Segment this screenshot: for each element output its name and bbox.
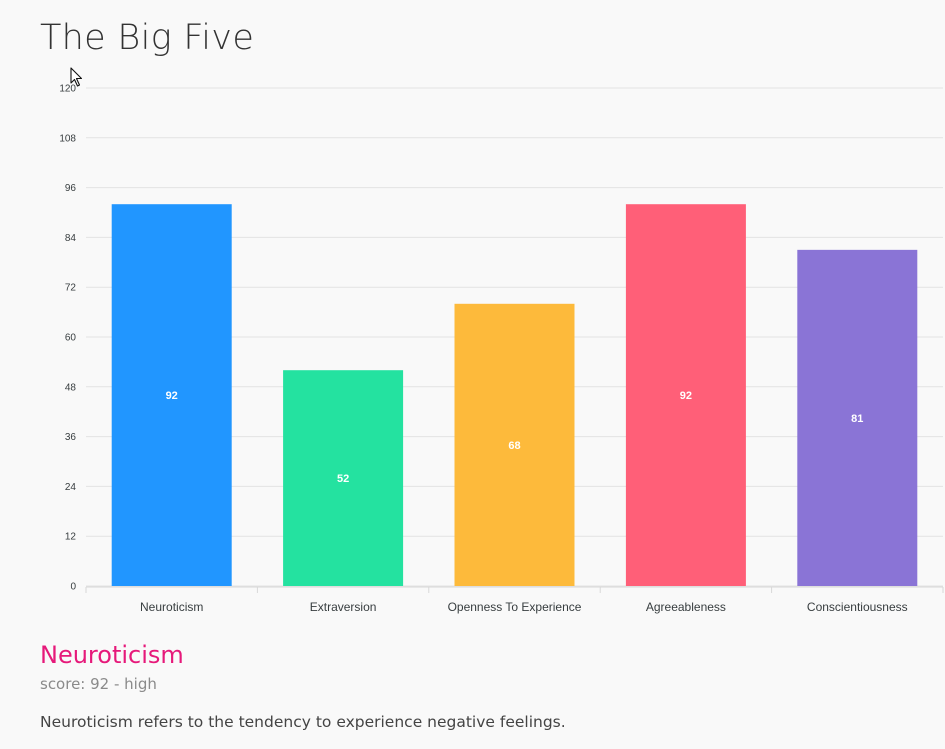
x-axis-tick-labels: Neuroticism Extraversion Openness To Exper… (140, 600, 908, 614)
y-axis-tick-labels: 0 12 24 36 48 60 72 84 96 108 120 (59, 84, 76, 593)
selected-trait-title: Neuroticism (40, 641, 184, 669)
x-tick-label: Openness To Experience (448, 600, 582, 614)
y-tick-label: 48 (65, 382, 77, 393)
x-tick-label: Extraversion (310, 600, 377, 614)
selected-trait-score: score: 92 - high (40, 675, 157, 693)
x-tick-label: Agreeableness (646, 600, 726, 614)
x-tick-label: Neuroticism (140, 600, 203, 614)
selected-trait-description: Neuroticism refers to the tendency to ex… (40, 713, 566, 731)
bar-extraversion[interactable] (283, 370, 404, 586)
x-tick-label: Conscientiousness (807, 600, 908, 614)
mouse-cursor-icon (70, 67, 83, 87)
bar-conscientiousness[interactable] (797, 249, 918, 586)
bar-agreeableness[interactable] (625, 204, 746, 586)
y-tick-label: 36 (65, 432, 77, 443)
bar-value-label: 52 (337, 473, 349, 485)
y-tick-label: 120 (59, 84, 76, 95)
y-tick-label: 72 (65, 283, 77, 294)
y-tick-label: 0 (70, 582, 76, 593)
y-tick-label: 96 (65, 183, 77, 194)
y-tick-label: 12 (65, 532, 77, 543)
big-five-bar-chart: 0 12 24 36 48 60 72 84 96 108 120 92 52 68 92 81 Neuro… (59, 84, 944, 614)
y-tick-label: 24 (65, 482, 77, 493)
bar-value-label: 92 (680, 390, 692, 402)
bar-openness-to-experience[interactable] (454, 303, 575, 586)
chart-bars (111, 204, 918, 586)
y-tick-label: 60 (65, 333, 77, 344)
y-tick-label: 84 (65, 233, 77, 244)
x-axis (85, 586, 944, 593)
bar-value-label: 68 (508, 440, 520, 452)
bar-value-label: 92 (166, 390, 178, 402)
bar-neuroticism[interactable] (111, 204, 232, 586)
bar-value-label: 81 (851, 413, 863, 425)
page-title: The Big Five (40, 18, 255, 58)
y-tick-label: 108 (59, 133, 76, 144)
bar-value-labels: 92 52 68 92 81 (166, 390, 864, 485)
